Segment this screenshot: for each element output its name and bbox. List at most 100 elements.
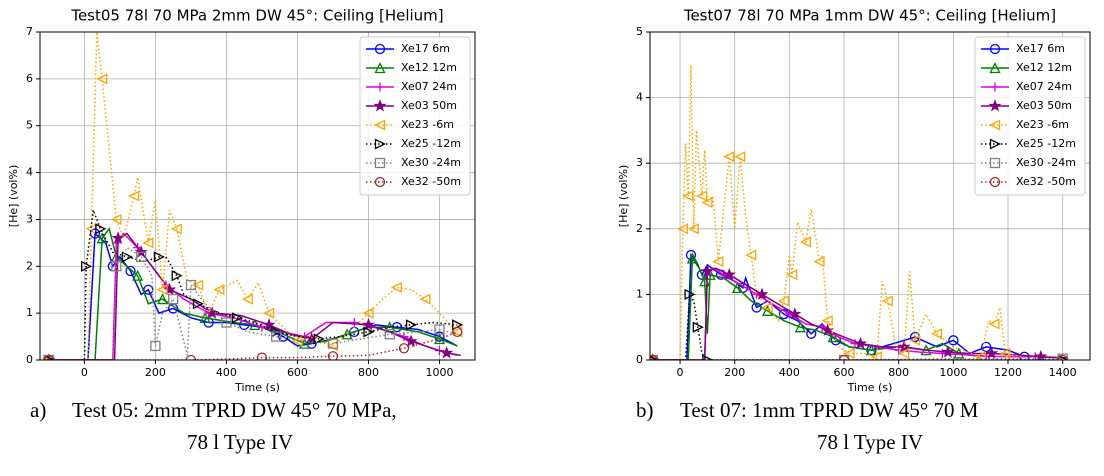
series-line bbox=[48, 232, 458, 360]
data-point bbox=[111, 231, 125, 244]
data-point bbox=[650, 355, 659, 360]
y-tick-label: 7 bbox=[26, 25, 33, 38]
data-point bbox=[43, 354, 55, 360]
data-point bbox=[81, 260, 93, 272]
x-tick-label: 600 bbox=[834, 366, 855, 379]
data-point bbox=[734, 151, 746, 163]
data-point bbox=[843, 347, 855, 359]
data-point bbox=[813, 256, 825, 268]
legend-marker bbox=[374, 138, 386, 150]
legend-marker bbox=[989, 176, 1001, 188]
legend-label: Xe23 -6m bbox=[1016, 118, 1069, 131]
data-point bbox=[327, 351, 339, 360]
x-tick-label: 800 bbox=[888, 366, 909, 379]
data-point bbox=[695, 190, 708, 202]
series-line bbox=[48, 32, 458, 360]
data-point bbox=[110, 213, 122, 225]
data-point bbox=[692, 321, 704, 333]
x-tick-label: 600 bbox=[287, 366, 308, 379]
y-axis-label: [He] (vol%) bbox=[7, 165, 20, 227]
data-point bbox=[948, 335, 959, 346]
data-point bbox=[96, 73, 108, 85]
legend-marker bbox=[990, 82, 1000, 92]
y-tick-label: 5 bbox=[26, 119, 33, 132]
chart: Test05 78l 70 MPa 2mm DW 45°: Ceiling [H… bbox=[7, 7, 476, 454]
x-tick-label: 1000 bbox=[939, 366, 967, 379]
data-point bbox=[213, 284, 225, 296]
x-tick-label: 1200 bbox=[994, 366, 1022, 379]
data-point bbox=[1057, 354, 1069, 360]
data-point bbox=[941, 345, 955, 358]
chart-title: Test07 78l 70 MPa 1mm DW 45°: Ceiling [H… bbox=[683, 7, 1056, 25]
legend-marker bbox=[374, 119, 386, 131]
plot-frame bbox=[39, 31, 476, 361]
data-point bbox=[262, 317, 276, 331]
data-point bbox=[398, 343, 410, 354]
legend-marker bbox=[989, 157, 1001, 169]
legend-box bbox=[974, 36, 1086, 196]
data-point bbox=[702, 354, 714, 360]
data-point bbox=[231, 312, 244, 324]
caption-line: 78 l Type IV bbox=[817, 430, 923, 454]
data-point bbox=[163, 282, 177, 296]
x-tick-label: 400 bbox=[216, 366, 237, 379]
data-point bbox=[390, 281, 403, 293]
series-line bbox=[48, 231, 458, 360]
caption-line: 78 l Type IV bbox=[187, 430, 293, 454]
data-point bbox=[685, 249, 697, 261]
legend-label: Xe32 -50m bbox=[401, 175, 461, 188]
series-line bbox=[48, 232, 461, 360]
data-point bbox=[361, 317, 376, 331]
data-point bbox=[777, 295, 790, 307]
data-point bbox=[341, 328, 353, 340]
data-point bbox=[755, 287, 769, 300]
series-line bbox=[652, 357, 1063, 360]
data-point bbox=[95, 223, 107, 235]
data-point bbox=[404, 334, 418, 347]
x-tick-label: 800 bbox=[358, 366, 379, 379]
data-point bbox=[700, 264, 714, 277]
data-point bbox=[676, 223, 688, 235]
data-point bbox=[257, 322, 267, 332]
legend-marker bbox=[374, 157, 386, 169]
data-point bbox=[794, 321, 806, 333]
legend-marker bbox=[989, 138, 1001, 150]
legend-label: Xe03 50m bbox=[1016, 99, 1072, 112]
data-point bbox=[650, 354, 658, 360]
plot bbox=[42, 32, 464, 360]
legend-label: Xe07 24m bbox=[1016, 80, 1072, 93]
caption-label: a) bbox=[30, 398, 46, 422]
legend-marker bbox=[374, 176, 386, 188]
data-point bbox=[185, 279, 197, 291]
y-tick-label: 4 bbox=[636, 91, 643, 104]
data-point bbox=[156, 284, 168, 296]
data-point bbox=[985, 346, 999, 359]
data-point bbox=[419, 293, 431, 305]
x-tick-label: 1400 bbox=[1049, 366, 1077, 379]
data-point bbox=[1057, 354, 1068, 360]
caption-line: Test 05: 2mm TPRD DW 45° 70 MPa, bbox=[72, 398, 397, 422]
legend-label: Xe25 -12m bbox=[401, 137, 461, 150]
data-point bbox=[761, 301, 773, 314]
x-axis-label: Time (s) bbox=[234, 381, 280, 394]
legend-label: Xe12 12m bbox=[1016, 61, 1072, 74]
y-tick-label: 4 bbox=[26, 166, 33, 179]
data-point bbox=[134, 245, 148, 258]
data-point bbox=[349, 318, 359, 328]
data-point bbox=[838, 354, 850, 360]
data-point bbox=[786, 269, 798, 281]
data-point bbox=[150, 340, 161, 352]
data-point bbox=[999, 347, 1011, 359]
data-point bbox=[434, 331, 445, 342]
data-point bbox=[701, 197, 713, 209]
chart: Test07 78l 70 MPa 1mm DW 45°: Ceiling [H… bbox=[617, 7, 1091, 454]
data-point bbox=[171, 270, 183, 282]
data-point bbox=[684, 288, 696, 300]
series-line bbox=[48, 246, 458, 360]
x-tick-label: 200 bbox=[145, 366, 166, 379]
x-tick-label: 0 bbox=[677, 366, 684, 379]
y-axis-label: [He] (vol%) bbox=[617, 165, 630, 227]
data-point bbox=[712, 256, 724, 268]
legend: Xe17 6m Xe12 12m Xe07 24m Xe03 50m Xe23 -6m X… bbox=[974, 36, 1086, 196]
